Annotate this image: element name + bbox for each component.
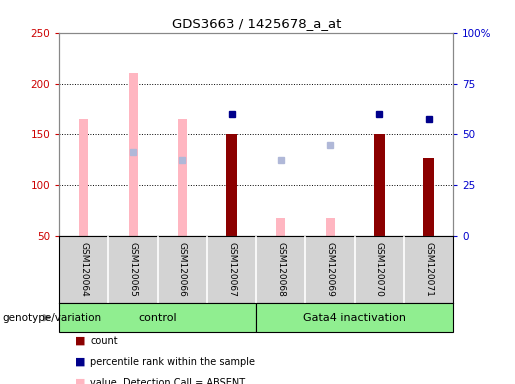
Text: percentile rank within the sample: percentile rank within the sample [90,357,255,367]
Text: count: count [90,336,118,346]
FancyBboxPatch shape [59,303,256,332]
Text: control: control [139,313,177,323]
Text: GSM120066: GSM120066 [178,242,187,297]
Text: GSM120070: GSM120070 [375,242,384,297]
Text: GSM120064: GSM120064 [79,242,89,297]
Text: ■: ■ [75,378,85,384]
Bar [226,134,237,236]
Text: genotype/variation: genotype/variation [3,313,101,323]
FancyBboxPatch shape [256,303,453,332]
Bar [129,73,138,236]
Title: GDS3663 / 1425678_a_at: GDS3663 / 1425678_a_at [171,17,341,30]
Bar [79,119,88,236]
Text: Gata4 inactivation: Gata4 inactivation [303,313,406,323]
Text: GSM120068: GSM120068 [277,242,285,297]
Bar [423,158,434,236]
Bar [178,119,187,236]
Bar [277,218,285,236]
Text: ■: ■ [75,357,85,367]
Text: ■: ■ [75,336,85,346]
Text: GSM120071: GSM120071 [424,242,433,297]
Text: value, Detection Call = ABSENT: value, Detection Call = ABSENT [90,378,245,384]
Bar [374,134,385,236]
Text: GSM120069: GSM120069 [325,242,335,297]
Text: GSM120067: GSM120067 [227,242,236,297]
Bar [325,218,335,236]
Text: GSM120065: GSM120065 [129,242,138,297]
